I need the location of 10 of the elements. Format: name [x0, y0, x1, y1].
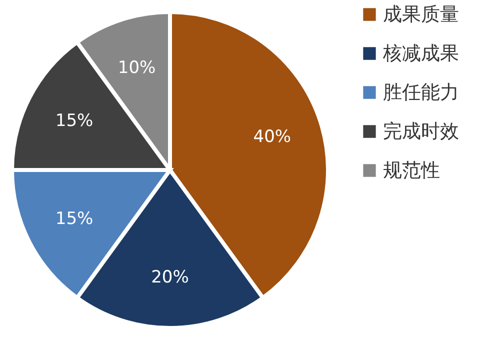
data-label: 15% [55, 208, 94, 229]
data-label: 40% [253, 126, 292, 147]
data-label: 20% [151, 267, 189, 288]
data-label: 10% [118, 58, 156, 78]
data-label: 15% [55, 111, 94, 132]
legend-label: 胜任能力 [383, 82, 459, 104]
legend-label: 完成时效 [383, 120, 459, 142]
legend-label: 成果质量 [383, 4, 459, 26]
legend-label: 核减成果 [382, 42, 459, 64]
legend-label: 规范性 [383, 160, 440, 182]
